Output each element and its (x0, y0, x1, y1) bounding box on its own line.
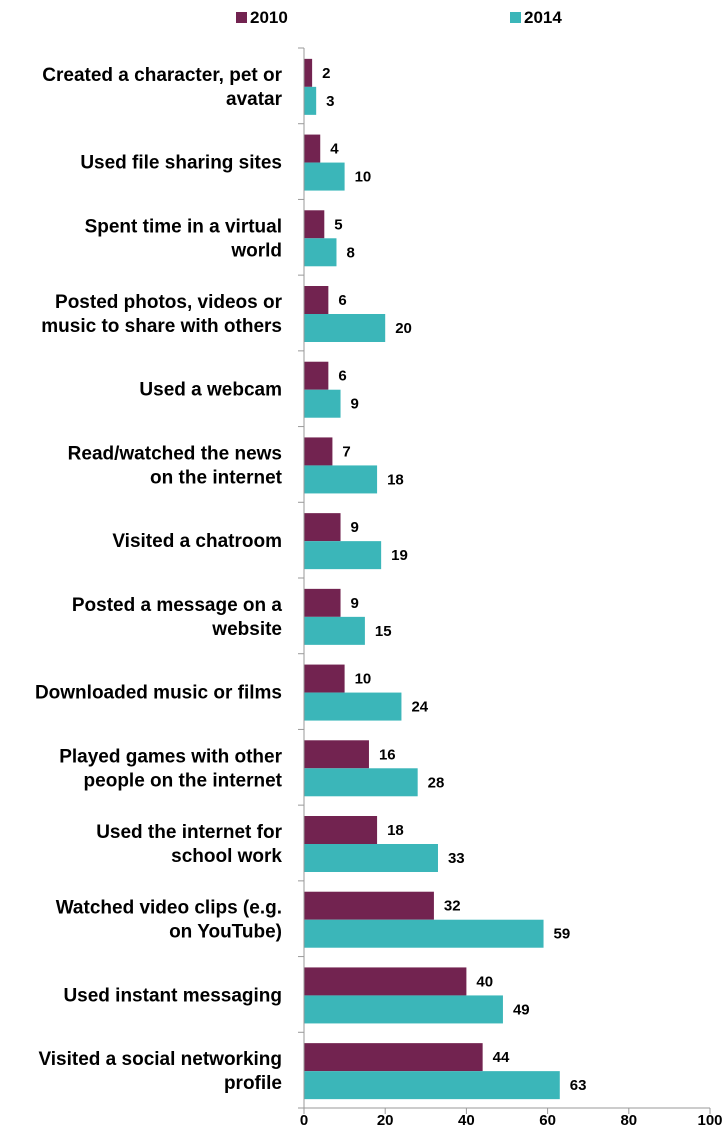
bar-2010-7 (304, 513, 341, 542)
bar-2010-12 (304, 891, 434, 920)
bar-2010-10 (304, 740, 369, 769)
value-label-2014-8: 15 (375, 623, 392, 640)
value-label-2010-10: 16 (379, 746, 396, 763)
bar-2010-6 (304, 437, 333, 466)
category-label-11: Used the internet for school work (96, 822, 282, 867)
bar-2014-9 (304, 692, 402, 721)
value-label-2014-9: 24 (411, 699, 428, 716)
value-label-2014-7: 19 (391, 547, 408, 564)
value-label-2010-1: 2 (322, 65, 330, 82)
bar-2014-4 (304, 314, 386, 342)
bar-2014-7 (304, 541, 382, 570)
value-label-2010-4: 6 (338, 292, 346, 309)
x-tick-label-40: 40 (458, 1112, 475, 1125)
bar-2014-6 (304, 465, 378, 494)
value-label-2014-1: 3 (326, 93, 334, 110)
bar-2010-1 (304, 58, 313, 87)
legend: 2010 2014 (236, 8, 562, 27)
bar-2010-13 (304, 967, 467, 996)
bar-2014-5 (304, 389, 341, 418)
value-label-2010-2: 4 (330, 141, 339, 158)
bar-2010-8 (304, 588, 341, 617)
bar-2014-2 (304, 162, 345, 191)
bar-2010-3 (304, 210, 325, 239)
labels-group: 2 3 Created a character, pet or avatar 4 10 Us… (35, 65, 587, 1094)
value-label-2014-12: 59 (554, 926, 571, 943)
legend-swatch-2014 (510, 12, 521, 23)
x-tick-label-20: 20 (377, 1112, 394, 1125)
value-label-2014-4: 20 (395, 320, 412, 337)
x-tick-label-80: 80 (620, 1112, 637, 1125)
category-label-9: Downloaded music or films (35, 683, 282, 704)
bar-2014-11 (304, 844, 438, 872)
category-label-7: Visited a chatroom (112, 531, 282, 552)
category-label-6: Read/watched the news on the internet (68, 443, 283, 488)
category-label-10: Played games with other people on the int… (59, 746, 282, 791)
bar-2014-1 (304, 86, 317, 115)
value-label-2010-5: 6 (338, 368, 346, 385)
bar-2014-13 (304, 995, 503, 1024)
value-label-2014-11: 33 (448, 850, 465, 867)
bar-2010-14 (304, 1043, 483, 1072)
bar-2014-10 (304, 768, 418, 797)
x-tick-label-100: 100 (697, 1112, 722, 1125)
value-label-2014-2: 10 (355, 169, 372, 186)
axes-group: 0 20 40 60 80 100 (298, 47, 723, 1125)
value-label-2014-6: 18 (387, 471, 404, 488)
value-label-2010-6: 7 (342, 443, 350, 460)
bar-2014-8 (304, 616, 365, 645)
x-tick-label-60: 60 (539, 1112, 556, 1125)
legend-swatch-2010 (236, 12, 247, 23)
value-label-2014-10: 28 (428, 774, 445, 791)
category-label-4: Posted photos, videos or music to share w… (41, 292, 282, 337)
category-label-2: Used file sharing sites (80, 153, 282, 174)
legend-label-2014: 2014 (524, 8, 562, 27)
value-label-2010-13: 40 (476, 973, 493, 990)
bars-group (304, 58, 560, 1100)
value-label-2014-3: 8 (346, 244, 354, 261)
value-label-2010-11: 18 (387, 822, 404, 839)
category-label-8: Posted a message on a website (72, 595, 283, 640)
value-label-2010-7: 9 (351, 519, 359, 536)
value-label-2014-13: 49 (513, 1001, 530, 1018)
bar-2014-14 (304, 1071, 560, 1100)
value-label-2010-12: 32 (444, 898, 461, 915)
legend-label-2010: 2010 (250, 8, 288, 27)
value-label-2014-5: 9 (351, 396, 359, 413)
bar-2010-4 (304, 286, 329, 314)
bar-2010-9 (304, 664, 345, 693)
category-label-12: Watched video clips (e.g. on YouTube) (56, 898, 282, 943)
value-label-2014-14: 63 (570, 1077, 587, 1094)
bar-2014-12 (304, 919, 544, 948)
category-label-13: Used instant messaging (63, 985, 282, 1006)
bar-2010-2 (304, 134, 321, 163)
value-label-2010-9: 10 (355, 671, 372, 688)
bar-2010-5 (304, 361, 329, 390)
category-label-14: Visited a social networking profile (38, 1049, 282, 1094)
bar-2014-3 (304, 238, 337, 267)
category-label-5: Used a webcam (139, 380, 282, 401)
value-label-2010-3: 5 (334, 216, 342, 233)
value-label-2010-8: 9 (351, 595, 359, 612)
value-label-2010-14: 44 (493, 1049, 510, 1066)
category-label-3: Spent time in a virtual world (85, 216, 282, 261)
bar-2010-11 (304, 816, 378, 844)
x-tick-label-0: 0 (300, 1112, 308, 1125)
category-label-1: Created a character, pet or avatar (42, 65, 282, 110)
